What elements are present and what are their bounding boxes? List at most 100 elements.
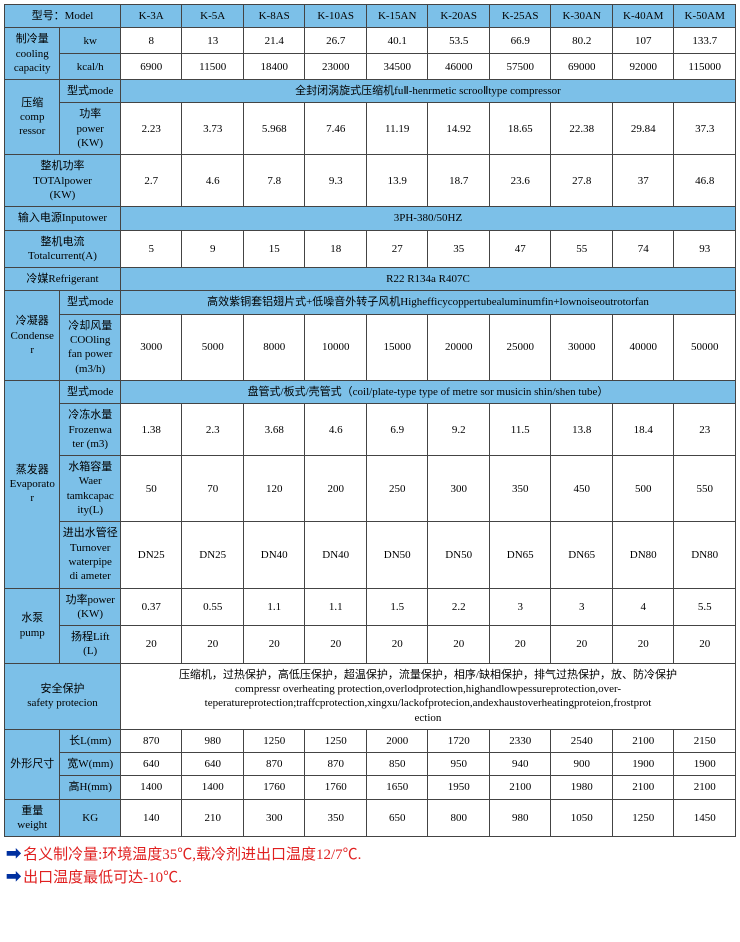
row-label: 整机功率TOTAlpower(KW) xyxy=(5,155,121,207)
cell-0: 50 xyxy=(120,456,182,522)
cell-5: 800 xyxy=(428,799,490,837)
cell-4: 34500 xyxy=(366,54,428,80)
cell-9: 20 xyxy=(674,626,736,664)
cell-0: 3000 xyxy=(120,314,182,380)
cell-6: 57500 xyxy=(489,54,551,80)
cell-1: 11500 xyxy=(182,54,244,80)
cell-1: 20 xyxy=(182,626,244,664)
model-col-1: K-5A xyxy=(182,5,244,28)
cell-5: 35 xyxy=(428,230,490,268)
cell-2: 1760 xyxy=(243,776,305,799)
cell-4: 2000 xyxy=(366,729,428,752)
cell-6: 25000 xyxy=(489,314,551,380)
row-group: 蒸发器Evaporator xyxy=(5,380,60,588)
cell-4: 250 xyxy=(366,456,428,522)
cell-7: 2540 xyxy=(551,729,613,752)
cell-1: 70 xyxy=(182,456,244,522)
row-sub: 型式mode xyxy=(60,291,121,314)
cell-8: 1250 xyxy=(612,799,674,837)
row-group: 制冷量coolingcapacity xyxy=(5,28,60,80)
note-2: ➡出口温度最低可达-10℃. xyxy=(6,866,736,887)
cell-9: 2150 xyxy=(674,729,736,752)
cell-0: 2.7 xyxy=(120,155,182,207)
cell-4: 1.5 xyxy=(366,588,428,626)
cell-9: 133.7 xyxy=(674,28,736,54)
cell-1: 9 xyxy=(182,230,244,268)
cell-6: 20 xyxy=(489,626,551,664)
cell-6: 66.9 xyxy=(489,28,551,54)
cell-2: 3.68 xyxy=(243,404,305,456)
cell-5: 950 xyxy=(428,753,490,776)
row-group: 压缩compressor xyxy=(5,80,60,155)
cell-0: 20 xyxy=(120,626,182,664)
row-label: 输入电源Inputower xyxy=(5,207,121,230)
cell-8: 74 xyxy=(612,230,674,268)
spec-table: 型号：ModelK-3AK-5AK-8ASK-10ASK-15ANK-20ASK… xyxy=(4,4,736,837)
cell-1: 2.3 xyxy=(182,404,244,456)
row-sub: kw xyxy=(60,28,121,54)
model-col-6: K-25AS xyxy=(489,5,551,28)
cell-7: 30000 xyxy=(551,314,613,380)
cell-3: 10000 xyxy=(305,314,367,380)
cell-6: 18.65 xyxy=(489,103,551,155)
row-sub: 扬程Lift(L) xyxy=(60,626,121,664)
cell-7: 13.8 xyxy=(551,404,613,456)
row-span: 全封闭涡旋式压缩机fuⅡ-henrmetic scrooⅡtype compre… xyxy=(120,80,735,103)
cell-0: 8 xyxy=(120,28,182,54)
row-sub: 型式mode xyxy=(60,380,121,403)
model-col-7: K-30AN xyxy=(551,5,613,28)
cell-8: 40000 xyxy=(612,314,674,380)
cell-4: 40.1 xyxy=(366,28,428,54)
cell-7: 20 xyxy=(551,626,613,664)
cell-2: 1.1 xyxy=(243,588,305,626)
cell-2: 15 xyxy=(243,230,305,268)
cell-8: 2100 xyxy=(612,729,674,752)
cell-8: 20 xyxy=(612,626,674,664)
cell-2: 20 xyxy=(243,626,305,664)
cell-8: 500 xyxy=(612,456,674,522)
cell-1: 1400 xyxy=(182,776,244,799)
cell-0: 5 xyxy=(120,230,182,268)
cell-6: 2330 xyxy=(489,729,551,752)
note-1: ➡名义制冷量:环境温度35℃,载冷剂进出口温度12/7℃. xyxy=(6,843,736,864)
cell-0: 870 xyxy=(120,729,182,752)
cell-7: 55 xyxy=(551,230,613,268)
cell-8: 18.4 xyxy=(612,404,674,456)
cell-1: 640 xyxy=(182,753,244,776)
row-sub: 进出水管径Turnoverwaterpipedi ameter xyxy=(60,522,121,588)
cell-7: 27.8 xyxy=(551,155,613,207)
cell-3: 1250 xyxy=(305,729,367,752)
cell-3: 200 xyxy=(305,456,367,522)
model-col-9: K-50AM xyxy=(674,5,736,28)
cell-7: 80.2 xyxy=(551,28,613,54)
row-label: 冷媒Refrigerant xyxy=(5,268,121,291)
cell-6: 3 xyxy=(489,588,551,626)
cell-9: 1900 xyxy=(674,753,736,776)
row-span: R22 R134a R407C xyxy=(120,268,735,291)
row-group: 冷凝器Condenser xyxy=(5,291,60,380)
cell-3: 7.46 xyxy=(305,103,367,155)
row-sub: 冷冻水量Frozenwater (m3) xyxy=(60,404,121,456)
cell-7: 22.38 xyxy=(551,103,613,155)
row-sub: 宽W(mm) xyxy=(60,753,121,776)
row-sub: 功率power(KW) xyxy=(60,588,121,626)
cell-1: 5000 xyxy=(182,314,244,380)
row-span: 压缩机，过热保护，高低压保护，超温保护，流量保护，相序/缺相保护，排气过热保护，… xyxy=(120,663,735,729)
cell-0: DN25 xyxy=(120,522,182,588)
cell-8: 29.84 xyxy=(612,103,674,155)
cell-0: 1400 xyxy=(120,776,182,799)
cell-9: 5.5 xyxy=(674,588,736,626)
cell-7: 900 xyxy=(551,753,613,776)
cell-9: 46.8 xyxy=(674,155,736,207)
row-sub: KG xyxy=(60,799,121,837)
cell-5: 9.2 xyxy=(428,404,490,456)
cell-8: DN80 xyxy=(612,522,674,588)
cell-2: 5.968 xyxy=(243,103,305,155)
cell-1: DN25 xyxy=(182,522,244,588)
cell-6: 980 xyxy=(489,799,551,837)
model-col-8: K-40AM xyxy=(612,5,674,28)
row-sub: 功率power(KW) xyxy=(60,103,121,155)
cell-9: 93 xyxy=(674,230,736,268)
cell-5: 20 xyxy=(428,626,490,664)
cell-5: 2.2 xyxy=(428,588,490,626)
